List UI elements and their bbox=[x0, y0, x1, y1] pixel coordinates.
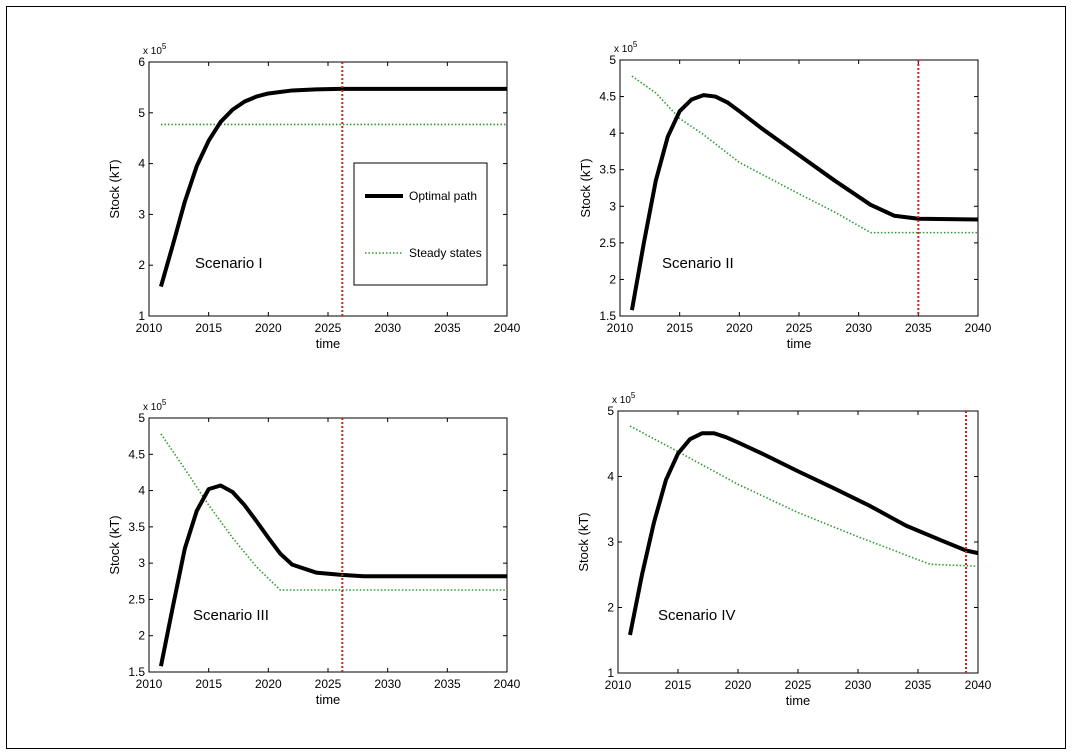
y-tick-label: 4 bbox=[138, 484, 145, 498]
y-tick-label: 1.5 bbox=[128, 665, 145, 679]
legend-box bbox=[353, 162, 488, 286]
y-tick-label: 5 bbox=[138, 106, 145, 120]
legend-optimal-label: Optimal path bbox=[409, 189, 477, 203]
y-tick-label: 4 bbox=[138, 157, 145, 171]
x-tick-label: 2030 bbox=[845, 678, 872, 692]
y-tick-label: 1 bbox=[607, 666, 614, 680]
y-tick-label: 3.5 bbox=[128, 520, 145, 534]
y-tick-label: 4.5 bbox=[128, 447, 145, 461]
y-tick-label: 4 bbox=[607, 470, 614, 484]
y-tick-label: 5 bbox=[607, 404, 614, 418]
x-tick-label: 2030 bbox=[374, 321, 401, 335]
optimal-path-line bbox=[629, 93, 979, 311]
x-tick-label: 2010 bbox=[136, 321, 163, 335]
steady-states-line bbox=[629, 425, 979, 568]
chart-panel-4: 2010 2015 2020 2025 2030 2035 2040 1 2 3 4 5x 105 ti… bbox=[576, 391, 992, 708]
scenario-label: Scenario I bbox=[195, 255, 263, 272]
x-tick-label: 2010 bbox=[607, 321, 634, 335]
y-tick-label: 3 bbox=[607, 535, 614, 549]
x-tick-label: 2030 bbox=[374, 677, 401, 691]
y-tick-label: 2 bbox=[609, 272, 616, 286]
x-tick-label: 2015 bbox=[666, 321, 693, 335]
x-tick-label: 2040 bbox=[494, 321, 521, 335]
x-tick-label: 2020 bbox=[255, 321, 282, 335]
optimal-path-line bbox=[159, 86, 507, 288]
axes-box bbox=[148, 417, 508, 673]
y-multiplier: x 105 bbox=[614, 40, 638, 55]
y-multiplier: x 105 bbox=[143, 42, 167, 57]
x-tick-label: 2015 bbox=[665, 678, 692, 692]
x-tick-label: 2040 bbox=[965, 678, 992, 692]
x-axis-label: time bbox=[787, 336, 812, 351]
y-axis-label: Stock (kT) bbox=[107, 515, 122, 574]
x-axis-label: time bbox=[316, 692, 341, 707]
y-axis-label: Stock (kT) bbox=[107, 159, 122, 218]
y-tick-label: 1.5 bbox=[599, 309, 616, 323]
x-tick-label: 2015 bbox=[195, 677, 222, 691]
optimal-path-line bbox=[628, 431, 979, 636]
x-tick-label: 2025 bbox=[315, 321, 342, 335]
x-axis-label: time bbox=[316, 336, 341, 351]
figure-frame bbox=[6, 6, 1066, 749]
scenario-label: Scenario III bbox=[193, 607, 269, 624]
axes-box bbox=[617, 410, 979, 674]
y-tick-label: 2.5 bbox=[599, 236, 616, 250]
x-tick-label: 2040 bbox=[494, 677, 521, 691]
chart-panel-2: 2010 2015 2020 2025 2030 2035 2040 1.5 2 2.5 3 3.5 4… bbox=[578, 40, 992, 351]
optimal-path-line bbox=[158, 483, 507, 667]
x-tick-label: 2010 bbox=[605, 678, 632, 692]
y-tick-label: 3 bbox=[138, 207, 145, 221]
x-tick-label: 2015 bbox=[195, 321, 222, 335]
y-axis-label: Stock (kT) bbox=[578, 158, 593, 217]
x-tick-label: 2020 bbox=[726, 321, 753, 335]
x-tick-label: 2025 bbox=[315, 677, 342, 691]
y-tick-label: 2 bbox=[138, 629, 145, 643]
x-tick-label: 2035 bbox=[434, 677, 461, 691]
y-axis-label: Stock (kT) bbox=[576, 512, 591, 571]
x-tick-label: 2025 bbox=[786, 321, 813, 335]
axes-box bbox=[619, 59, 979, 317]
x-tick-label: 2020 bbox=[725, 678, 752, 692]
chart-panel-3: 2010 2015 2020 2025 2030 2035 2040 1.5 2 2.5 3 3.5 4… bbox=[107, 398, 521, 707]
y-tick-label: 4.5 bbox=[599, 90, 616, 104]
x-tick-label: 2035 bbox=[434, 321, 461, 335]
legend: Optimal path Steady states bbox=[353, 162, 488, 286]
y-tick-label: 1 bbox=[138, 309, 145, 323]
scenario-label: Scenario IV bbox=[658, 607, 736, 624]
x-tick-label: 2020 bbox=[255, 677, 282, 691]
y-tick-label: 3 bbox=[609, 199, 616, 213]
x-tick-label: 2030 bbox=[845, 321, 872, 335]
steady-states-line bbox=[631, 75, 978, 234]
chart-panel-1: 2010 2015 2020 2025 2030 2035 2040 1 2 3 4 5 6x 105 t… bbox=[107, 42, 521, 351]
y-tick-label: 2 bbox=[138, 258, 145, 272]
scenario-label: Scenario II bbox=[662, 255, 734, 272]
y-tick-label: 3 bbox=[138, 556, 145, 570]
y-multiplier: x 105 bbox=[612, 391, 636, 406]
y-tick-label: 5 bbox=[609, 53, 616, 67]
y-multiplier: x 105 bbox=[143, 398, 167, 413]
x-tick-label: 2035 bbox=[905, 321, 932, 335]
x-axis-label: time bbox=[786, 693, 811, 708]
y-tick-label: 2 bbox=[607, 601, 614, 615]
y-tick-label: 6 bbox=[138, 55, 145, 69]
steady-states-line bbox=[160, 433, 507, 591]
legend-steady-label: Steady states bbox=[409, 246, 482, 260]
x-tick-label: 2040 bbox=[965, 321, 992, 335]
y-tick-label: 3.5 bbox=[599, 163, 616, 177]
x-tick-label: 2010 bbox=[136, 677, 163, 691]
y-tick-label: 4 bbox=[609, 126, 616, 140]
y-tick-label: 2.5 bbox=[128, 592, 145, 606]
y-tick-label: 5 bbox=[138, 411, 145, 425]
x-tick-label: 2035 bbox=[905, 678, 932, 692]
x-tick-label: 2025 bbox=[785, 678, 812, 692]
